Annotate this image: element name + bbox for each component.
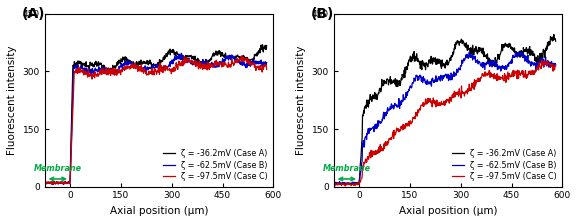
ζ = -36.2mV (Case A): [209, 55, 216, 58]
ζ = -97.5mV (Case C): [142, 70, 149, 73]
ζ = -97.5mV (Case C): [238, 55, 245, 57]
ζ = -62.5mV (Case B): [479, 61, 486, 64]
Line: ζ = -62.5mV (Case B): ζ = -62.5mV (Case B): [45, 54, 266, 185]
ζ = -97.5mV (Case C): [342, 185, 349, 187]
ζ = -36.2mV (Case A): [263, 44, 270, 47]
Line: ζ = -97.5mV (Case C): ζ = -97.5mV (Case C): [45, 56, 266, 184]
ζ = -36.2mV (Case A): [41, 181, 48, 183]
ζ = -36.2mV (Case A): [350, 183, 357, 186]
ζ = -62.5mV (Case B): [370, 125, 377, 128]
ζ = -97.5mV (Case C): [461, 91, 468, 93]
ζ = -62.5mV (Case B): [81, 67, 88, 69]
Y-axis label: Fluorescent intensity: Fluorescent intensity: [296, 45, 306, 155]
ζ = -97.5mV (Case C): [41, 182, 48, 185]
ζ = -36.2mV (Case A): [259, 43, 266, 46]
ζ = -36.2mV (Case A): [370, 97, 377, 100]
Text: Membrane: Membrane: [34, 164, 82, 173]
ζ = -62.5mV (Case B): [99, 69, 106, 71]
ζ = -62.5mV (Case B): [41, 181, 48, 184]
ζ = -36.2mV (Case A): [49, 183, 55, 185]
ζ = -97.5mV (Case C): [431, 102, 438, 105]
ζ = -97.5mV (Case C): [539, 59, 546, 61]
ζ = -97.5mV (Case C): [99, 71, 106, 73]
ζ = -62.5mV (Case B): [498, 68, 505, 71]
Text: (B): (B): [311, 7, 334, 21]
ζ = -36.2mV (Case A): [479, 50, 486, 53]
ζ = -62.5mV (Case B): [209, 66, 216, 68]
ζ = -97.5mV (Case C): [498, 76, 505, 78]
ζ = -62.5mV (Case B): [388, 106, 395, 109]
ζ = -97.5mV (Case C): [50, 183, 57, 186]
ζ = -62.5mV (Case B): [176, 53, 183, 56]
ζ = -97.5mV (Case C): [388, 136, 395, 139]
X-axis label: Axial position (μm): Axial position (μm): [110, 206, 208, 216]
ζ = -36.2mV (Case A): [330, 183, 337, 185]
ζ = -36.2mV (Case A): [552, 40, 559, 42]
ζ = -36.2mV (Case A): [99, 64, 106, 67]
Text: Membrane: Membrane: [323, 164, 371, 173]
ζ = -36.2mV (Case A): [550, 33, 557, 36]
ζ = -62.5mV (Case B): [461, 58, 468, 61]
ζ = -62.5mV (Case B): [552, 64, 559, 67]
ζ = -36.2mV (Case A): [142, 61, 149, 64]
ζ = -62.5mV (Case B): [49, 183, 56, 186]
Line: ζ = -62.5mV (Case B): ζ = -62.5mV (Case B): [334, 52, 555, 184]
ζ = -36.2mV (Case A): [172, 54, 179, 57]
ζ = -36.2mV (Case A): [388, 78, 395, 81]
ζ = -62.5mV (Case B): [172, 58, 179, 61]
ζ = -97.5mV (Case C): [172, 67, 179, 70]
ζ = -97.5mV (Case C): [81, 70, 88, 72]
ζ = -36.2mV (Case A): [431, 58, 438, 60]
ζ = -62.5mV (Case B): [190, 61, 197, 64]
Y-axis label: Fluorescent intensity: Fluorescent intensity: [7, 45, 17, 155]
ζ = -97.5mV (Case C): [209, 64, 216, 67]
ζ = -97.5mV (Case C): [370, 152, 377, 155]
Legend: ζ = -36.2mV (Case A), ζ = -62.5mV (Case B), ζ = -97.5mV (Case C): ζ = -36.2mV (Case A), ζ = -62.5mV (Case …: [450, 148, 558, 183]
Legend: ζ = -36.2mV (Case A), ζ = -62.5mV (Case B), ζ = -97.5mV (Case C): ζ = -36.2mV (Case A), ζ = -62.5mV (Case …: [161, 148, 269, 183]
ζ = -97.5mV (Case C): [330, 184, 337, 186]
ζ = -36.2mV (Case A): [498, 50, 505, 53]
ζ = -97.5mV (Case C): [263, 68, 270, 71]
ζ = -97.5mV (Case C): [190, 61, 197, 64]
ζ = -62.5mV (Case B): [431, 81, 438, 83]
ζ = -36.2mV (Case A): [190, 58, 197, 60]
Text: (A): (A): [22, 7, 45, 21]
Line: ζ = -97.5mV (Case C): ζ = -97.5mV (Case C): [334, 60, 555, 186]
ζ = -62.5mV (Case B): [330, 183, 337, 186]
Line: ζ = -36.2mV (Case A): ζ = -36.2mV (Case A): [334, 35, 555, 185]
X-axis label: Axial position (μm): Axial position (μm): [399, 206, 497, 216]
ζ = -62.5mV (Case B): [518, 51, 525, 53]
ζ = -62.5mV (Case B): [142, 69, 149, 71]
ζ = -97.5mV (Case C): [479, 72, 486, 75]
ζ = -62.5mV (Case B): [346, 183, 353, 186]
ζ = -62.5mV (Case B): [263, 61, 270, 64]
ζ = -97.5mV (Case C): [552, 64, 559, 66]
ζ = -36.2mV (Case A): [81, 62, 88, 65]
ζ = -36.2mV (Case A): [461, 42, 468, 45]
Line: ζ = -36.2mV (Case A): ζ = -36.2mV (Case A): [45, 45, 266, 184]
